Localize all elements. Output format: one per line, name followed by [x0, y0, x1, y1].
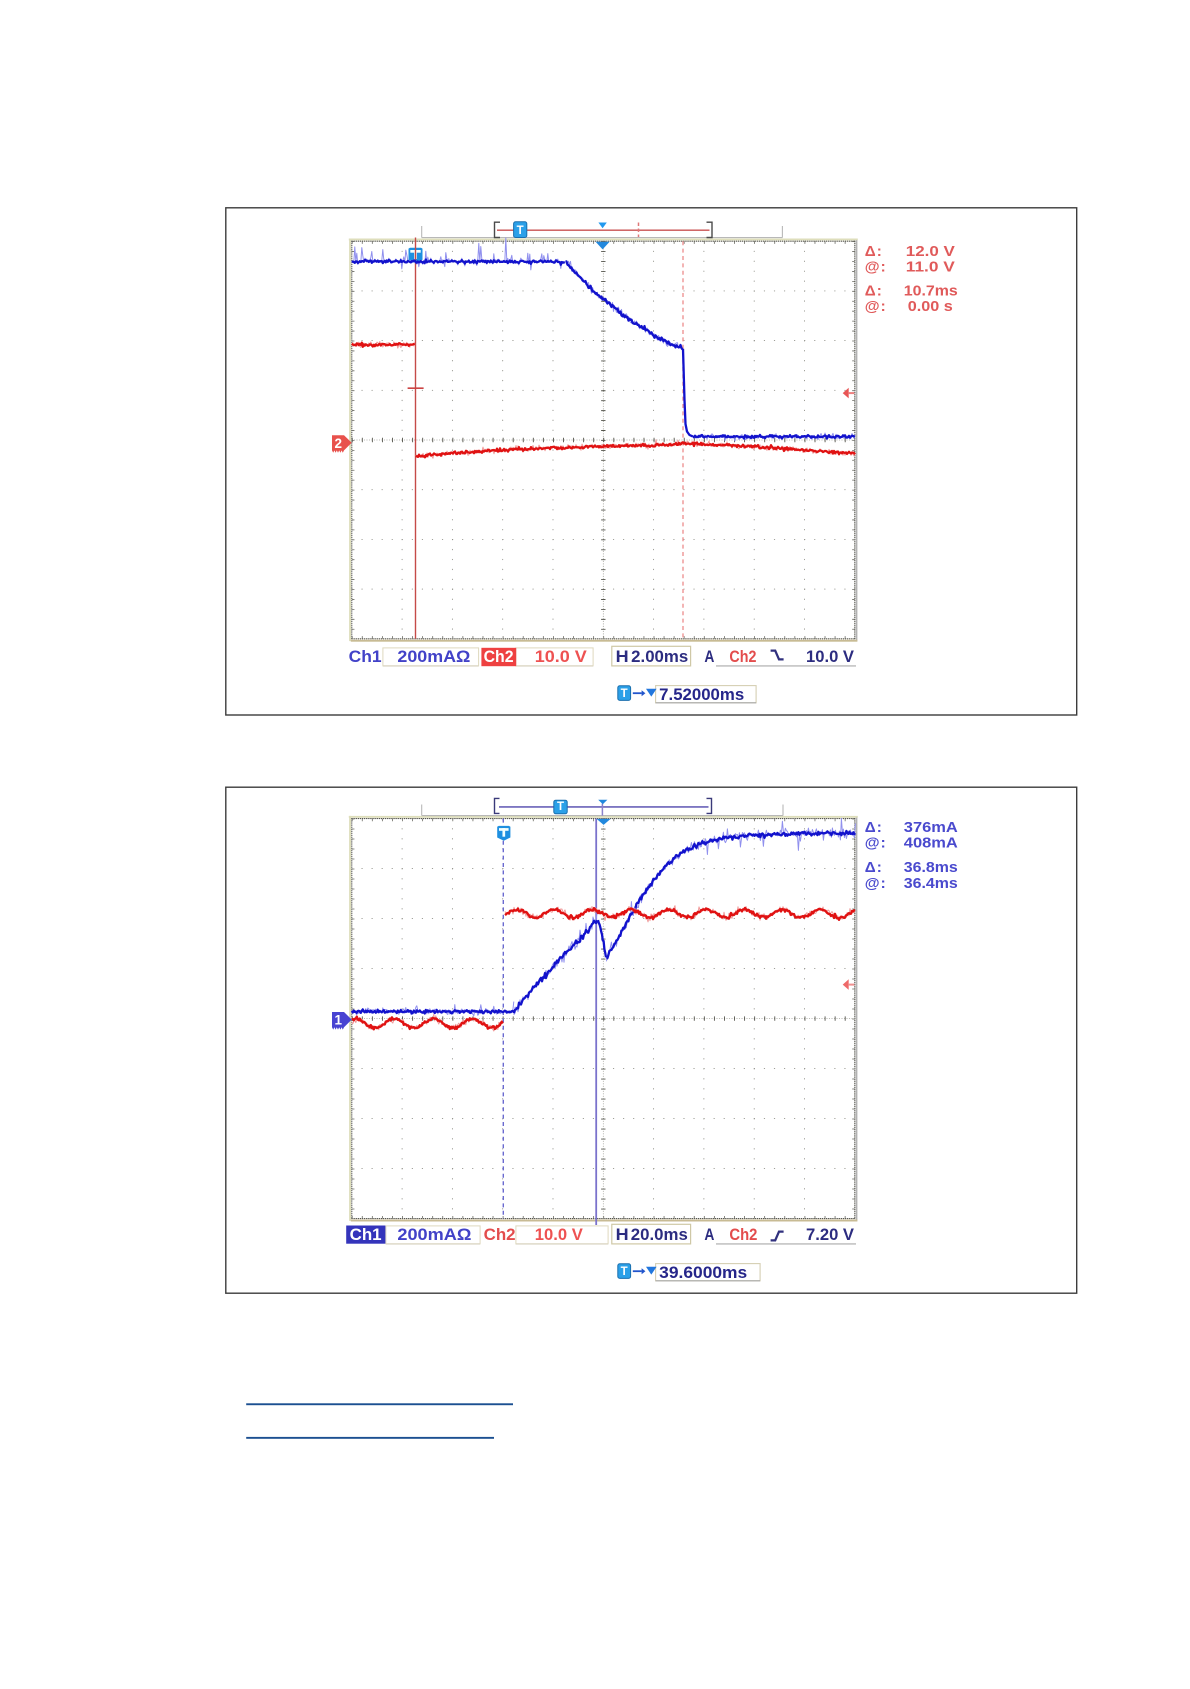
svg-text:39.6000ms: 39.6000ms [659, 1264, 747, 1282]
svg-text:Ch1: Ch1 [350, 1226, 382, 1244]
svg-text:H: H [616, 1226, 629, 1244]
svg-text:1: 1 [335, 1013, 343, 1028]
svg-text:2.00ms: 2.00ms [631, 648, 688, 666]
svg-text:A: A [704, 1226, 714, 1244]
svg-text:Ch2: Ch2 [484, 648, 514, 666]
svg-text:Ch2: Ch2 [729, 1226, 757, 1244]
svg-text:10.7ms: 10.7ms [904, 282, 958, 299]
svg-text:10.0 V: 10.0 V [535, 648, 587, 666]
svg-text:0.00 s: 0.00 s [908, 298, 953, 315]
svg-text:408mA: 408mA [904, 835, 958, 852]
svg-text:7.20 V: 7.20 V [806, 1226, 854, 1244]
svg-text:10.0 V: 10.0 V [806, 648, 854, 666]
svg-text:2: 2 [335, 436, 343, 451]
svg-text:36.4ms: 36.4ms [904, 875, 958, 892]
svg-text:376mA: 376mA [904, 819, 958, 836]
svg-text:Ch2: Ch2 [484, 1226, 516, 1244]
svg-text:T: T [557, 801, 564, 813]
svg-text:200mAΩ: 200mAΩ [397, 1226, 471, 1244]
svg-text:10.0 V: 10.0 V [535, 1226, 583, 1244]
svg-text:20.0ms: 20.0ms [631, 1226, 688, 1244]
svg-text:@:: @: [865, 258, 887, 275]
svg-text:7.52000ms: 7.52000ms [659, 686, 744, 704]
svg-text:Ch1: Ch1 [349, 648, 382, 666]
svg-text:A: A [704, 648, 714, 666]
svg-text:H: H [616, 648, 629, 666]
svg-text:Δ:: Δ: [865, 243, 883, 260]
svg-text:Δ:: Δ: [865, 819, 883, 836]
svg-text:@:: @: [865, 835, 887, 852]
svg-text:@:: @: [865, 875, 887, 892]
svg-text:T: T [621, 1266, 628, 1278]
svg-text:Δ:: Δ: [865, 859, 883, 876]
svg-text:11.0 V: 11.0 V [906, 258, 956, 275]
svg-text:@:: @: [865, 298, 887, 315]
svg-text:Δ:: Δ: [865, 282, 883, 299]
svg-text:200mAΩ: 200mAΩ [397, 648, 470, 666]
svg-text:T: T [517, 225, 524, 237]
svg-text:Ch2: Ch2 [729, 648, 756, 666]
svg-text:T: T [621, 688, 628, 700]
svg-text:12.0 V: 12.0 V [906, 243, 956, 260]
svg-text:36.8ms: 36.8ms [904, 859, 958, 876]
